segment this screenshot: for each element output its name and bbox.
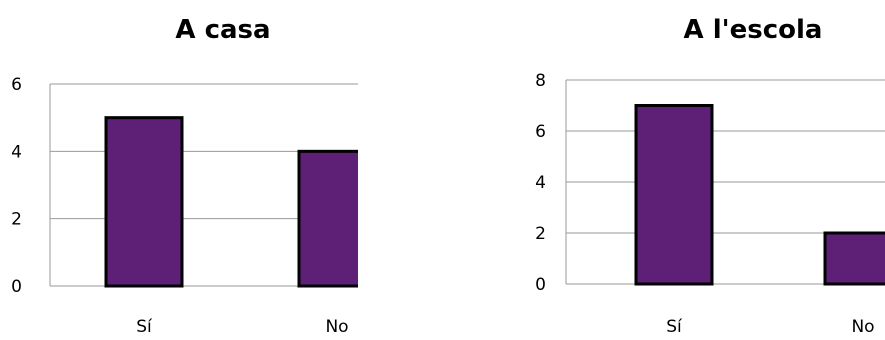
- chart-a-lescola: A l'escola 0 2 4 6 8 Sí No: [510, 0, 885, 340]
- chart-a-lescola-svg: A l'escola 0 2 4 6 8 Sí No: [535, 15, 885, 337]
- y-tick-label: 0: [11, 277, 22, 297]
- y-tick-label: 4: [535, 173, 546, 193]
- y-tick-label: 2: [11, 210, 22, 230]
- bar: [104, 116, 184, 288]
- y-tick-label: 2: [535, 224, 546, 244]
- chart-a-casa-svg: A casa 0 2 4 6 Sí No: [11, 15, 358, 337]
- y-tick-label: 6: [11, 75, 22, 95]
- x-category-label: Sí: [136, 317, 153, 337]
- bar: [823, 231, 885, 286]
- x-category-label: No: [851, 317, 874, 337]
- y-tick-label: 0: [535, 275, 546, 295]
- chart-title: A casa: [175, 15, 270, 45]
- y-tick-label: 8: [535, 71, 546, 91]
- chart-a-casa: A casa 0 2 4 6 Sí No: [0, 0, 358, 340]
- chart-title: A l'escola: [684, 15, 823, 45]
- bar: [634, 104, 714, 286]
- y-tick-label: 4: [11, 142, 22, 162]
- bar: [297, 149, 358, 288]
- x-category-label: Sí: [666, 317, 683, 337]
- x-category-label: No: [325, 317, 348, 337]
- y-tick-label: 6: [535, 122, 546, 142]
